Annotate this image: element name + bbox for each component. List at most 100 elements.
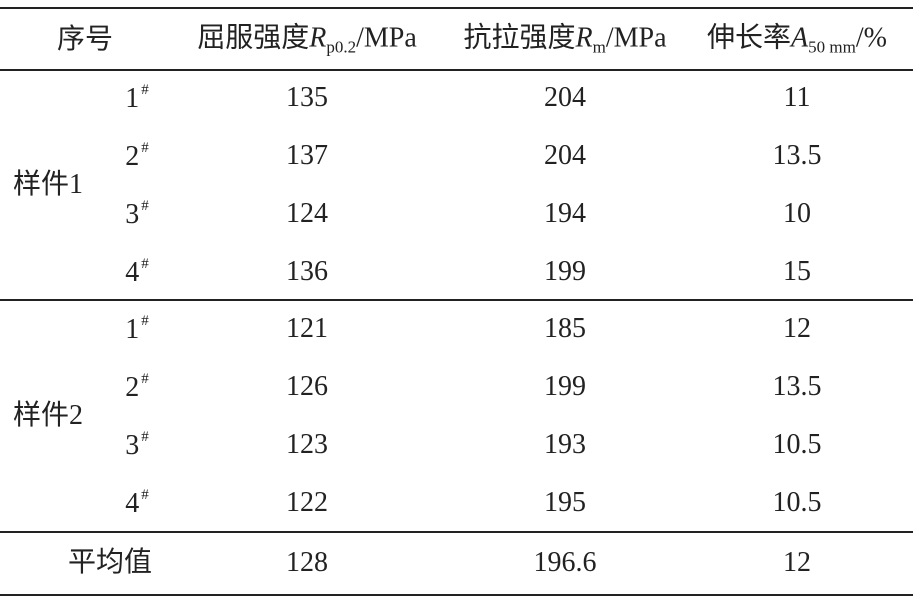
header-symbol: R <box>575 22 593 54</box>
group-name: 样件2 <box>12 400 84 431</box>
value-cell: 123 <box>286 431 328 459</box>
group-rule <box>0 299 913 301</box>
value-cell: 136 <box>286 258 328 286</box>
sample-number: 1 <box>125 83 140 114</box>
sample-mark: # <box>141 82 149 98</box>
header-index: 序号 <box>57 26 113 54</box>
value-cell: 199 <box>544 258 586 286</box>
value-cell: 193 <box>544 431 586 459</box>
value: 126 <box>286 371 328 402</box>
header-label: 抗拉强度 <box>463 22 576 54</box>
group-name: 样件1 <box>12 169 84 200</box>
value-cell: 126 <box>286 373 328 401</box>
average-cell: 196.6 <box>534 549 597 577</box>
value: 13.5 <box>772 371 822 402</box>
header-unit: /MPa <box>356 22 417 54</box>
value: 199 <box>544 256 586 287</box>
header-label: 伸长率 <box>707 22 792 54</box>
header-label: 屈服强度 <box>197 22 310 54</box>
value-cell: 121 <box>286 315 328 343</box>
value: 121 <box>286 313 328 344</box>
sample-label: 4 # <box>125 488 149 518</box>
header-rule <box>0 69 913 71</box>
header-symbol: R <box>309 22 327 54</box>
value: 124 <box>286 198 328 229</box>
group-label: 样件1 <box>13 171 83 199</box>
group-rule <box>0 531 913 533</box>
value: 204 <box>544 140 586 171</box>
sample-mark: # <box>141 429 149 445</box>
sample-number: 2 <box>125 372 140 403</box>
value-cell: 12 <box>783 315 811 343</box>
sample-number: 1 <box>125 314 140 345</box>
value-cell: 15 <box>783 258 811 286</box>
value-cell: 13.5 <box>773 373 822 401</box>
value-cell: 195 <box>544 489 586 517</box>
value: 12 <box>783 313 811 344</box>
value-cell: 10.5 <box>773 489 822 517</box>
value-cell: 204 <box>544 84 586 112</box>
value: 10.5 <box>772 429 822 460</box>
average-label: 平均值 <box>68 549 152 577</box>
bottom-rule <box>0 594 913 596</box>
value-cell: 10.5 <box>773 431 822 459</box>
value-cell: 199 <box>544 373 586 401</box>
value-cell: 185 <box>544 315 586 343</box>
value: 137 <box>286 140 328 171</box>
value: 10.5 <box>772 487 822 518</box>
average-text: 平均值 <box>67 547 153 578</box>
value: 196.6 <box>533 547 597 578</box>
sample-label: 3 # <box>125 430 149 460</box>
value-cell: 13.5 <box>773 142 822 170</box>
header-cell: 抗拉强度Rm/MPa <box>463 22 667 57</box>
sample-number: 4 <box>125 257 140 288</box>
value: 199 <box>544 371 586 402</box>
header-subscript: 50 mm <box>808 37 856 57</box>
value: 123 <box>286 429 328 460</box>
value: 122 <box>286 487 328 518</box>
value: 12 <box>783 547 811 578</box>
value: 136 <box>286 256 328 287</box>
sample-number: 4 <box>125 488 140 519</box>
sample-mark: # <box>141 140 149 156</box>
value-cell: 122 <box>286 489 328 517</box>
header-text: 序号 <box>56 24 114 55</box>
sample-label: 1 # <box>125 83 149 113</box>
value-cell: 135 <box>286 84 328 112</box>
value-cell: 194 <box>544 200 586 228</box>
value-cell: 10 <box>783 200 811 228</box>
sample-label: 2 # <box>125 141 149 171</box>
header-subscript: p0.2 <box>326 37 357 57</box>
value: 194 <box>544 198 586 229</box>
header-symbol: A <box>791 22 809 54</box>
header-cell: 伸长率A50 mm/% <box>707 22 887 57</box>
value: 195 <box>544 487 586 518</box>
sample-label: 2 # <box>125 372 149 402</box>
value: 204 <box>544 82 586 113</box>
top-rule <box>0 7 913 9</box>
value: 185 <box>544 313 586 344</box>
sample-mark: # <box>141 198 149 214</box>
header-cell: 屈服强度Rp0.2/MPa <box>197 22 417 57</box>
average-cell: 12 <box>783 549 811 577</box>
value-cell: 137 <box>286 142 328 170</box>
value-cell: 124 <box>286 200 328 228</box>
sample-mark: # <box>141 313 149 329</box>
value-cell: 204 <box>544 142 586 170</box>
sample-mark: # <box>141 487 149 503</box>
sample-number: 3 <box>125 430 140 461</box>
header-unit: /% <box>855 22 887 54</box>
sample-number: 3 <box>125 199 140 230</box>
sample-number: 2 <box>125 141 140 172</box>
sample-label: 4 # <box>125 257 149 287</box>
value: 10 <box>783 198 811 229</box>
header-unit: /MPa <box>605 22 667 54</box>
sample-mark: # <box>141 256 149 272</box>
value: 193 <box>544 429 586 460</box>
header-subscript: m <box>592 37 606 57</box>
group-label: 样件2 <box>13 402 83 430</box>
value-cell: 11 <box>784 84 811 112</box>
value: 128 <box>286 547 328 578</box>
value: 135 <box>286 82 328 113</box>
